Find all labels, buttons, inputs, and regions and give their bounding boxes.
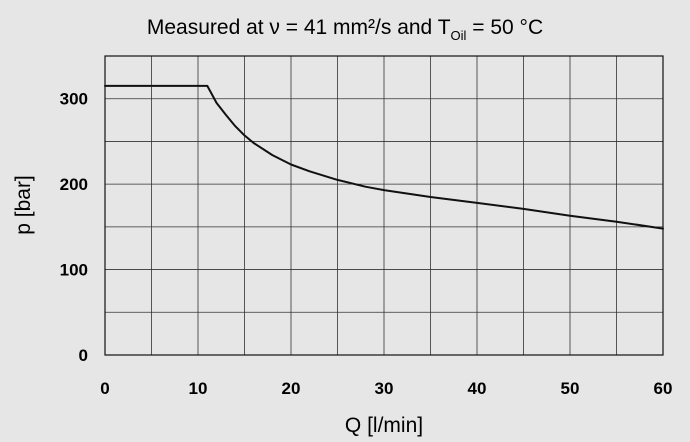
x-axis-label: Q [l/min] — [345, 414, 423, 437]
y-axis-label: p [bar] — [12, 175, 35, 235]
x-tick-label: 20 — [282, 379, 301, 398]
x-tick-label: 60 — [654, 379, 673, 398]
grid — [104, 55, 664, 356]
plot-frame — [104, 55, 664, 356]
x-tick-label: 30 — [375, 379, 394, 398]
series-layer — [104, 84, 664, 230]
x-tick-label: 10 — [189, 379, 208, 398]
y-tick-label: 0 — [79, 346, 88, 365]
y-tick-label: 300 — [60, 90, 88, 109]
y-tick-label: 100 — [60, 261, 88, 280]
chart-title: Measured at ν = 41 mm²/s and TOil = 50 °… — [147, 16, 543, 43]
x-tick-label: 0 — [100, 379, 109, 398]
tick-labels: 0 10 20 30 40 50 60 0 100 200 300 — [60, 90, 673, 398]
series-line — [104, 84, 664, 230]
y-tick-label: 200 — [60, 175, 88, 194]
x-tick-label: 50 — [561, 379, 580, 398]
x-tick-label: 40 — [468, 379, 487, 398]
